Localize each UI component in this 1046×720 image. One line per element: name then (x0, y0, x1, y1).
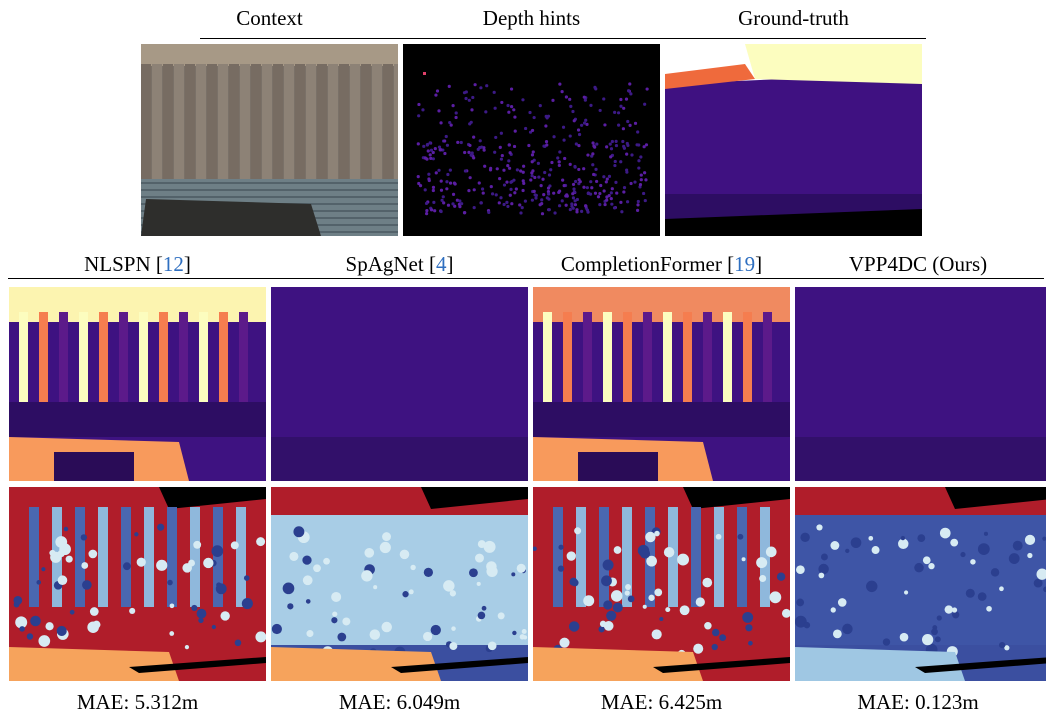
error-map-image (533, 487, 790, 681)
prediction-image (795, 287, 1046, 481)
bracket: ] (446, 252, 453, 276)
column-header: Context (141, 6, 398, 31)
method-header: VPP4DC (Ours) (795, 252, 1041, 277)
mae-label: MAE: 5.312m (9, 690, 266, 715)
citation[interactable]: 12 (163, 252, 184, 276)
prediction-image (533, 287, 790, 481)
method-name: CompletionFormer [ (561, 252, 734, 276)
error-map-image (271, 487, 528, 681)
mae-label: MAE: 6.425m (533, 690, 790, 715)
method-header: CompletionFormer [19] (533, 252, 790, 277)
bracket: ] (184, 252, 191, 276)
depth-hints-image (403, 44, 660, 236)
error-map-image (795, 487, 1046, 681)
error-map-image (9, 487, 266, 681)
prediction-image (271, 287, 528, 481)
method-header: SpAgNet [4] (271, 252, 528, 277)
bracket: ] (755, 252, 762, 276)
mae-label: MAE: 6.049m (271, 690, 528, 715)
figure: Context Depth hints Ground-truth NLSPN [… (0, 0, 1046, 720)
method-name: NLSPN [ (84, 252, 163, 276)
citation[interactable]: 4 (436, 252, 447, 276)
citation[interactable]: 19 (734, 252, 755, 276)
column-header: Depth hints (403, 6, 660, 31)
prediction-image (9, 287, 266, 481)
column-header: Ground-truth (665, 6, 922, 31)
ground-truth-image (665, 44, 922, 236)
header-rule (8, 278, 1044, 279)
method-name: SpAgNet [ (346, 252, 436, 276)
header-rule (200, 38, 926, 39)
mae-label: MAE: 0.123m (795, 690, 1041, 715)
method-header: NLSPN [12] (9, 252, 266, 277)
context-image (141, 44, 398, 236)
